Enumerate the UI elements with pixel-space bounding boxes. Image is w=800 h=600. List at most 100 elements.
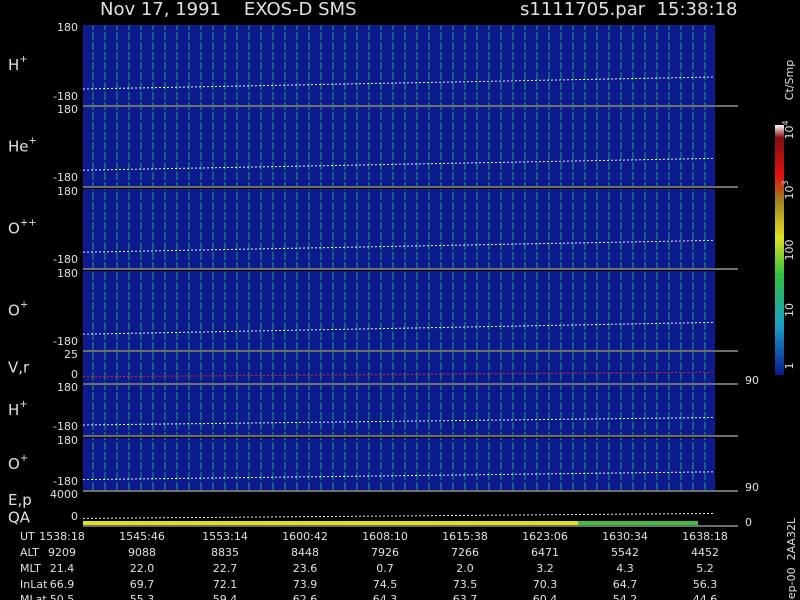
panel-trace	[82, 371, 716, 378]
table-cell: 60.4	[533, 593, 558, 600]
table-cell: 22.0	[130, 562, 155, 575]
table-cell: 21.4	[50, 562, 75, 575]
colorbar-tick-label: 10	[783, 303, 796, 317]
spectrogram-panel	[83, 25, 715, 105]
table-cell: 64.3	[373, 593, 398, 600]
table-cell: 23.6	[293, 562, 318, 575]
panel-label: V,r	[8, 358, 30, 376]
table-cell: 1538:18	[39, 530, 85, 543]
axis-top-label: 180	[57, 434, 78, 447]
spectrogram-panel	[83, 107, 715, 186]
qa-bar	[578, 521, 698, 525]
colorbar-tick-label: 1	[783, 363, 796, 370]
table-cell: 8835	[211, 546, 239, 559]
axis-bottom-label: 0	[71, 368, 78, 381]
panel-label-text: He	[8, 137, 29, 155]
spectrogram-panel	[83, 189, 715, 268]
panel-label-text: O	[8, 219, 20, 237]
table-cell: 9088	[128, 546, 156, 559]
footer-code: Sep-00 2AA32L	[785, 517, 798, 600]
panel-label: H+	[8, 54, 28, 74]
spectrogram-panel	[83, 438, 715, 490]
colorbar-tick-base: 100	[783, 240, 796, 261]
table-cell: 1545:46	[119, 530, 165, 543]
panel-label-sup: +	[29, 136, 37, 147]
right-axis-label: 0	[745, 516, 752, 529]
spectrogram-panel	[83, 271, 715, 350]
colorbar	[775, 125, 784, 375]
panel-label: E,p	[8, 491, 32, 509]
table-cell: 66.9	[50, 578, 75, 591]
panel-label-2: QA	[8, 509, 31, 527]
panel-label: He+	[8, 136, 37, 156]
colorbar-tick-exp: 3	[781, 180, 790, 185]
title: Nov 17, 1991 EXOS-D SMS	[100, 0, 357, 20]
table-cell: 1623:06	[522, 530, 568, 543]
panel-trace	[82, 239, 716, 253]
panel-label-text: V,r	[8, 358, 30, 376]
colorbar-tick-base: 10	[783, 303, 796, 317]
file-label: s1111705.par 15:38:18	[520, 0, 737, 20]
panel-label-text: H	[8, 56, 19, 74]
table-cell: 6471	[531, 546, 559, 559]
table-cell: 73.9	[293, 578, 318, 591]
panel-trace	[82, 76, 716, 90]
spectrogram-panel	[83, 385, 715, 435]
row-header: MLat	[20, 593, 47, 600]
panel-label-sup: +	[20, 453, 28, 464]
panel-label-sup: +	[20, 300, 28, 311]
colorbar-tick-base: 1	[783, 363, 796, 370]
colorbar-tick-exp: 4	[781, 120, 790, 125]
panel-label-text: E,p	[8, 491, 32, 509]
panel-label: O+	[8, 453, 28, 473]
table-cell: 5542	[611, 546, 639, 559]
table-cell: 70.3	[533, 578, 558, 591]
panel-label-sup: +	[19, 399, 27, 410]
table-cell: 72.1	[213, 578, 238, 591]
row-header: ALT	[20, 546, 39, 559]
colorbar-tick-base: 10	[783, 126, 796, 140]
axis-bottom-label: -180	[53, 171, 78, 184]
axis-bottom-label: -180	[53, 335, 78, 348]
table-cell: 3.2	[536, 562, 554, 575]
panel-trace	[82, 512, 716, 519]
table-cell: 22.7	[213, 562, 238, 575]
axis-top-label: 180	[57, 381, 78, 394]
right-axis-label: 90	[745, 481, 759, 494]
table-cell: 62.6	[293, 593, 318, 600]
panel-label: H+	[8, 399, 28, 419]
axis-top-label: 180	[57, 21, 78, 34]
axis-top-label: 180	[57, 267, 78, 280]
colorbar-unit: Ct/Smp	[783, 60, 796, 100]
colorbar-tick-label: 103	[781, 180, 797, 199]
table-cell: 1608:10	[362, 530, 408, 543]
table-cell: 63.7	[453, 593, 478, 600]
table-cell: 69.7	[130, 578, 155, 591]
axis-top-label: 4000	[50, 488, 78, 501]
axis-bottom-label: -180	[53, 420, 78, 433]
table-cell: 44.6	[693, 593, 718, 600]
table-cell: 59.4	[213, 593, 238, 600]
right-axis-label: 90	[745, 374, 759, 387]
row-header: MLT	[20, 562, 41, 575]
spectrogram-panel	[83, 352, 715, 383]
spectrogram-panel	[83, 492, 715, 525]
panel-label-sup: ++	[20, 218, 37, 229]
table-cell: 64.7	[613, 578, 638, 591]
table-cell: 9209	[48, 546, 76, 559]
panel-trace	[82, 157, 716, 171]
colorbar-tick-base: 10	[783, 186, 796, 200]
axis-bottom-label: -180	[53, 90, 78, 103]
table-cell: 1615:38	[442, 530, 488, 543]
table-cell: 7266	[451, 546, 479, 559]
table-cell: 4.3	[616, 562, 634, 575]
table-cell: 56.3	[693, 578, 718, 591]
table-cell: 8448	[291, 546, 319, 559]
table-cell: 5.2	[696, 562, 714, 575]
axis-top-label: 180	[57, 185, 78, 198]
panel-label-sup: +	[19, 54, 27, 65]
table-cell: 73.5	[453, 578, 478, 591]
panel-label-text: H	[8, 401, 19, 419]
panel-trace	[82, 321, 716, 335]
